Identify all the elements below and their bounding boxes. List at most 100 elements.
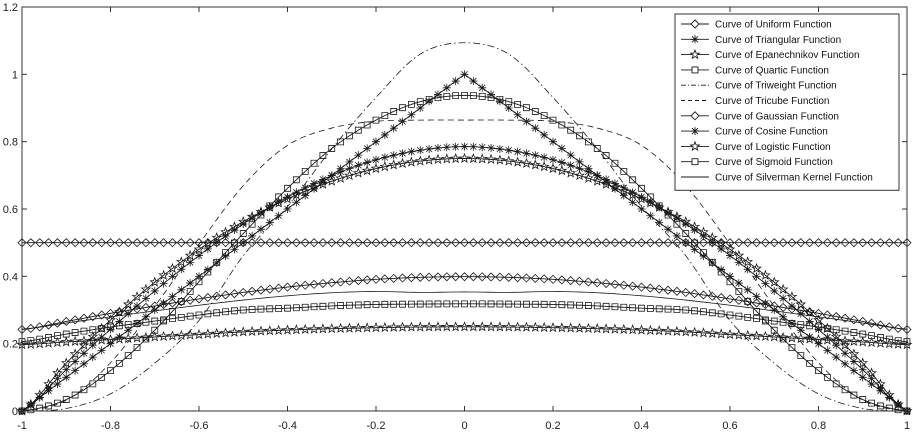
data-point: [193, 243, 205, 254]
data-point: [336, 277, 346, 287]
data-point: [655, 218, 664, 227]
data-point: [735, 288, 743, 295]
legend-label: Curve of Gaussian Function: [715, 111, 839, 122]
data-point: [211, 327, 223, 339]
data-point: [460, 142, 469, 151]
data-point: [760, 269, 771, 280]
data-point: [672, 238, 682, 248]
data-point: [389, 273, 399, 283]
data-point: [380, 274, 390, 284]
data-point: [122, 332, 134, 344]
data-point: [414, 155, 426, 166]
data-point: [708, 309, 716, 317]
data-point: [88, 311, 98, 322]
data-point: [893, 323, 903, 333]
data-point: [655, 203, 664, 212]
data-point: [538, 161, 550, 172]
data-point: [823, 333, 832, 342]
data-point: [318, 175, 327, 184]
data-point: [193, 328, 205, 340]
data-point: [425, 145, 434, 154]
data-point: [485, 321, 497, 332]
data-point: [610, 184, 619, 193]
data-point: [230, 245, 239, 254]
data-point: [388, 159, 400, 170]
data-point: [583, 277, 593, 287]
data-point: [328, 302, 336, 310]
y-tick-label: 0.4: [3, 271, 18, 283]
data-point: [239, 220, 248, 229]
data-point: [371, 238, 381, 248]
data-point: [762, 316, 769, 324]
data-point: [231, 307, 238, 315]
data-point: [388, 321, 400, 332]
data-point: [317, 178, 329, 189]
data-point: [672, 214, 681, 223]
data-point: [248, 214, 257, 223]
data-point: [363, 301, 371, 309]
legend-item: Curve of Epanechnikov Function: [681, 48, 860, 61]
y-tick-label: 1: [12, 69, 18, 81]
data-point: [354, 151, 363, 160]
data-point: [858, 373, 867, 382]
data-point: [620, 303, 628, 311]
data-point: [576, 301, 583, 309]
data-point: [186, 312, 194, 320]
data-point: [583, 172, 594, 183]
data-point: [345, 157, 354, 166]
data-point: [326, 323, 338, 334]
data-point: [370, 322, 382, 333]
data-point: [212, 291, 222, 301]
data-point: [885, 335, 893, 343]
data-point: [849, 357, 858, 366]
data-point: [115, 332, 124, 341]
data-point: [167, 298, 178, 308]
data-point: [416, 104, 425, 112]
data-point: [592, 278, 602, 288]
data-point: [717, 265, 726, 274]
data-point: [257, 305, 265, 313]
data-point: [620, 168, 628, 175]
data-point: [531, 151, 540, 160]
data-point: [495, 97, 504, 106]
data-point: [238, 287, 248, 298]
data-point: [291, 238, 301, 248]
legend-marker: [690, 111, 700, 121]
legend-label: Curve of Uniform Function: [715, 20, 832, 31]
legend-label: Curve of Tricube Function: [715, 96, 830, 107]
data-point: [672, 286, 682, 296]
data-point: [627, 189, 639, 200]
data-point: [185, 295, 195, 305]
data-point: [788, 320, 796, 327]
data-point: [239, 238, 248, 247]
data-point: [585, 138, 592, 146]
data-point: [760, 330, 771, 342]
data-point: [389, 238, 399, 248]
data-point: [593, 171, 602, 180]
data-point: [487, 300, 495, 308]
x-tick-label: -0.6: [190, 420, 209, 432]
data-point: [71, 329, 79, 336]
data-point: [698, 327, 709, 338]
data-point: [822, 238, 832, 248]
data-point: [159, 299, 168, 308]
data-point: [486, 272, 496, 282]
data-point: [346, 132, 353, 140]
x-tick-label: 0.8: [811, 420, 826, 432]
data-point: [468, 238, 478, 248]
data-point: [150, 301, 160, 311]
data-point: [71, 357, 80, 366]
data-point: [636, 324, 647, 335]
data-point: [487, 144, 496, 153]
data-point: [725, 238, 735, 248]
data-point: [114, 238, 124, 248]
data-point: [26, 401, 35, 410]
data-point: [761, 279, 770, 288]
y-tick-label: 0.2: [3, 339, 18, 351]
data-point: [88, 341, 97, 350]
data-point: [274, 238, 284, 248]
data-point: [505, 98, 513, 106]
data-point: [522, 117, 531, 126]
x-tick-label: -1: [17, 420, 27, 432]
data-point: [522, 149, 531, 158]
